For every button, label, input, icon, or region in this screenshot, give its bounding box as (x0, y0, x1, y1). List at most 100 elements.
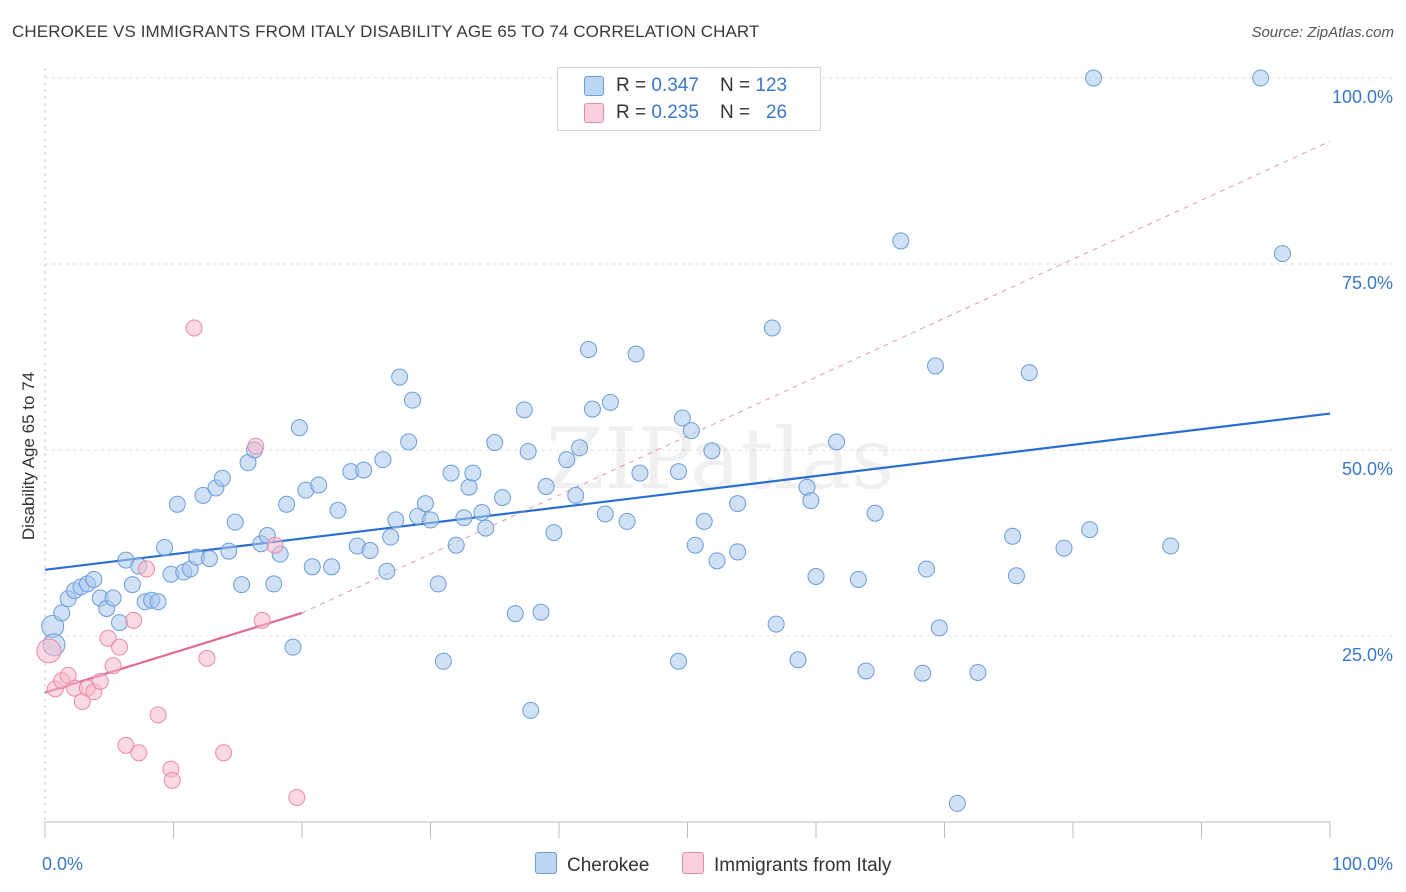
y-tick-label: 100.0% (1332, 87, 1393, 107)
cherokee-point (284, 638, 302, 656)
cherokee-point (213, 469, 231, 487)
legend-r-label: R = (616, 75, 652, 96)
cherokee-point (866, 504, 884, 522)
cherokee-point (789, 651, 807, 669)
grid-lines (45, 77, 1392, 637)
cherokee-point (857, 662, 875, 680)
italy-point (36, 638, 62, 664)
cherokee-point (828, 433, 846, 451)
cherokee-point (918, 560, 936, 578)
x-tick-label: 100.0% (1332, 854, 1393, 874)
cherokee-point (969, 663, 987, 681)
cherokee-point (1081, 521, 1099, 539)
cherokee-point (416, 495, 434, 513)
cherokee-point (682, 422, 700, 440)
cherokee-point (892, 232, 910, 250)
cherokee-point (404, 391, 422, 409)
cherokee-point (310, 476, 328, 494)
italy-point (215, 744, 233, 762)
cherokee-point (149, 593, 167, 611)
italy-point (111, 638, 129, 656)
cherokee-point (85, 570, 103, 588)
cherokee-point (1085, 69, 1103, 87)
italy-point (125, 611, 143, 629)
cherokee-point (571, 439, 589, 457)
cherokee-point (361, 541, 379, 559)
italy-swatch (682, 852, 704, 874)
cherokee-point (477, 519, 495, 537)
tick-labels: 0.0% 100.0% 25.0% 50.0% 75.0% 100.0% (42, 87, 1393, 874)
cherokee-point (930, 619, 948, 637)
cherokee-point (670, 652, 688, 670)
cherokee-point (703, 442, 721, 460)
cherokee-point (422, 511, 439, 529)
cherokee-swatch (584, 76, 604, 96)
cherokee-point (1020, 364, 1038, 382)
cherokee-point (374, 451, 392, 469)
cherokee-point (670, 463, 688, 481)
italy-swatch (584, 103, 604, 123)
cherokee-point (442, 464, 460, 482)
cherokee-point (537, 477, 555, 495)
cherokee-point (927, 357, 945, 375)
cherokee-point (1162, 537, 1180, 555)
cherokee-point (111, 614, 129, 632)
italy-point (99, 629, 117, 647)
cherokee-point (729, 543, 747, 561)
cherokee-point (323, 558, 341, 576)
cherokee-point (168, 495, 186, 513)
cherokee-point (729, 495, 747, 513)
cherokee-point (506, 605, 524, 623)
cherokee-point (486, 434, 504, 452)
cherokee-point (429, 575, 447, 593)
axes (44, 68, 1331, 838)
cherokee-point (1004, 527, 1022, 545)
italy-point (149, 706, 167, 724)
cherokee-point (391, 368, 409, 386)
legend-r-label: R = (616, 102, 652, 123)
italy-point (253, 611, 271, 629)
correlation-legend: R = 0.347 N = 123 R = 0.235 N = 26 (557, 67, 821, 131)
legend-item-italy[interactable]: Immigrants from Italy (682, 852, 891, 877)
cherokee-point (329, 501, 347, 519)
legend-r-value: 0.347 (651, 75, 699, 96)
series-legend: Cherokee Immigrants from Italy (0, 852, 1406, 878)
cherokee-point (194, 486, 212, 504)
legend-item-cherokee[interactable]: Cherokee (535, 852, 649, 877)
watermark: ZIPatlas (546, 410, 894, 508)
cherokee-point (686, 536, 704, 554)
cherokee-point (200, 550, 218, 568)
cherokee-point (627, 345, 645, 363)
cherokee-point (763, 319, 781, 337)
cherokee-point (767, 615, 785, 633)
cherokee-swatch (535, 852, 557, 874)
legend-n-label: N = (720, 102, 756, 123)
italy-trend-extension (301, 140, 1331, 614)
cherokee-point (695, 512, 713, 530)
legend-label-italy: Immigrants from Italy (714, 855, 892, 876)
italy-point (185, 319, 203, 337)
cherokee-point (290, 419, 308, 437)
italy-point (288, 788, 306, 806)
cherokee-point (522, 701, 540, 719)
cherokee-point (545, 524, 563, 542)
cherokee-point (802, 492, 820, 510)
cherokee-point (220, 542, 238, 560)
cherokee-point (233, 576, 251, 594)
cherokee-point (673, 409, 691, 427)
legend-n-label: N = (720, 75, 756, 96)
cherokee-point (583, 400, 601, 418)
cherokee-point (387, 511, 405, 529)
italy-point (117, 736, 135, 754)
legend-n-value: 26 (765, 102, 788, 123)
cherokee-point (400, 433, 418, 451)
italy-points (36, 319, 306, 806)
legend-r-value: 0.235 (651, 102, 699, 123)
cherokee-point (1007, 567, 1025, 585)
legend-label-cherokee: Cherokee (567, 855, 650, 876)
y-tick-label: 50.0% (1342, 459, 1393, 479)
cherokee-point (914, 664, 932, 682)
cherokee-point (156, 538, 174, 556)
italy-point (198, 649, 216, 667)
